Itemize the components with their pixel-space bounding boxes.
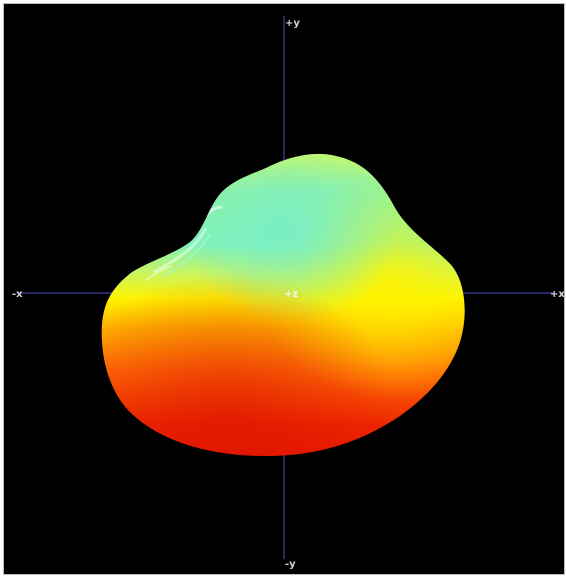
pos-y-axis-label: +y [285, 18, 300, 29]
3d-viewport[interactable]: +y -y -x +x +z [3, 3, 565, 575]
surface-plot-canvas[interactable]: +y -y -x +x +z [4, 4, 564, 574]
pos-z-axis-label: +z [284, 289, 298, 300]
neg-y-axis-label: -y [285, 559, 296, 570]
neg-x-axis-label: -x [12, 289, 23, 300]
surface-blob[interactable] [94, 144, 474, 464]
pos-x-axis-label: +x [550, 289, 564, 300]
